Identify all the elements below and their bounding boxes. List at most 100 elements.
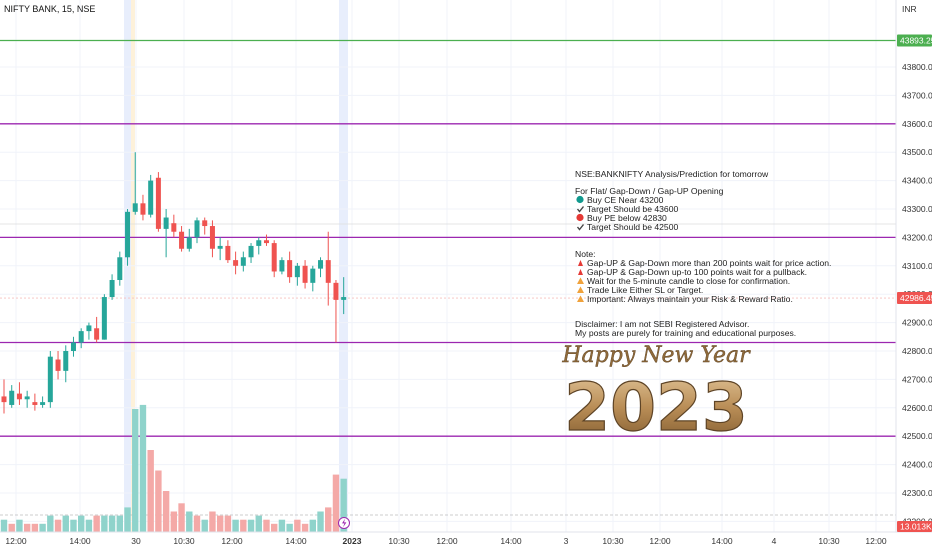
candle-body: [325, 260, 331, 283]
volume-bar: [201, 519, 208, 532]
candles: [1, 152, 347, 414]
note-line-5: Important: Always maintain your Risk & R…: [587, 294, 793, 304]
time-scale[interactable]: 12:00 14:00 30 10:30 12:00 14:00 2023 10:30 12:0…: [5, 536, 887, 546]
volume-bar: [286, 523, 293, 532]
candle-body: [302, 265, 308, 283]
time-tick-label: 10:30: [602, 536, 624, 546]
price-tick-label: 43300.00: [902, 204, 932, 214]
volume-bar: [124, 507, 131, 532]
candle-body: [163, 217, 169, 229]
time-tick-label: 3: [564, 536, 569, 546]
price-tick-label: 42600.00: [902, 403, 932, 413]
price-tick-label: 42500.00: [902, 431, 932, 441]
note-line-2: Gap-UP & Gap-Down up-to 100 points wait …: [587, 267, 807, 277]
volume-bar: [278, 519, 286, 532]
year-text: 2023: [564, 369, 748, 446]
volume-bar: [216, 515, 224, 532]
candle-body: [263, 240, 269, 244]
candle-body: [294, 265, 300, 278]
volume-bar: [255, 515, 262, 532]
green-dot-icon: [576, 195, 584, 204]
volume-bar: [101, 515, 108, 532]
volume-bar: [70, 519, 77, 532]
warning-icon: [577, 286, 584, 293]
volume-bar: [294, 519, 301, 532]
price-tick-label: 43600.00: [902, 119, 932, 129]
candle-body: [217, 245, 223, 249]
candle-body: [24, 396, 30, 400]
volume-bar: [271, 523, 278, 532]
price-tick-label: 43200.00: [902, 232, 932, 242]
volume-bar: [23, 523, 31, 532]
event-marker-icon[interactable]: [338, 517, 350, 529]
candle-body: [9, 390, 15, 405]
candle-body: [125, 211, 131, 258]
volume-bar: [78, 515, 85, 532]
volume-bar: [0, 519, 8, 532]
check-icon: [576, 206, 585, 213]
plan-line-2: Target Should be 43600: [587, 204, 678, 214]
candle-body: [55, 359, 61, 371]
price-tick-label: 42800.00: [902, 346, 932, 356]
disclaimer-line-1: Disclaimer: I am not SEBI Registered Adv…: [575, 319, 749, 329]
candle-body: [209, 226, 215, 249]
time-tick-label: 12:00: [436, 536, 458, 546]
volume-bar: [232, 519, 239, 532]
candle-body: [171, 223, 177, 232]
volume-bar: [93, 515, 100, 532]
candle-body: [194, 220, 200, 238]
check-icon: [576, 224, 585, 231]
time-tick-label: 2023: [343, 536, 362, 546]
new-year-graphic: Happy New Year 2023: [561, 343, 751, 447]
time-tick-label: 12:00: [649, 536, 671, 546]
candle-body: [70, 342, 76, 351]
candle-body: [148, 180, 154, 215]
candle-body: [310, 268, 316, 283]
volume-bar: [332, 474, 340, 532]
note-line-3: Wait for the 5-minute candle to close fo…: [587, 276, 790, 286]
volume-bar: [263, 519, 270, 532]
volume-bar: [132, 409, 139, 532]
last-price-tag: [897, 292, 932, 305]
volume-bar: [247, 519, 255, 532]
volume-bar: [16, 519, 23, 532]
price-scale[interactable]: 43800.00 43700.00 43600.00 43500.00 43400.00…: [902, 62, 932, 526]
time-tick-label: 14:00: [69, 536, 91, 546]
candle-body: [86, 325, 92, 332]
candle-body: [101, 297, 107, 340]
greeting-text: Happy New Year: [561, 343, 751, 368]
volume-bar: [162, 491, 170, 532]
volume-bar: [139, 404, 147, 532]
candle-body: [287, 260, 293, 278]
volume-bar: [317, 511, 324, 532]
volume-bar: [116, 515, 123, 532]
volume-bar: [147, 450, 154, 532]
volume-bar: [209, 511, 216, 532]
red-warning-icon: [578, 260, 583, 266]
volume-bar: [54, 519, 62, 532]
candle-body: [94, 328, 100, 340]
note-line-1: Gap-UP & Gap-Down more than 200 points w…: [587, 258, 831, 268]
currency-label: INR: [902, 4, 917, 14]
plan-line-3: Buy PE below 42830: [587, 213, 667, 223]
note-heading: Note:: [575, 249, 596, 259]
time-tick-label: 14:00: [711, 536, 733, 546]
price-tick-label: 43100.00: [902, 261, 932, 271]
time-tick-label: 10:30: [173, 536, 195, 546]
volume-bars: [0, 404, 347, 532]
candle-body: [32, 402, 38, 405]
time-tick-label: 12:00: [5, 536, 27, 546]
analysis-notes: NSE:BANKNIFTY Analysis/Prediction for to…: [575, 169, 831, 338]
time-tick-label: 10:30: [388, 536, 410, 546]
candle-body: [341, 297, 347, 300]
candle-body: [16, 393, 22, 400]
red-warning-icon: [578, 269, 583, 275]
volume-bar: [8, 523, 15, 532]
time-tick-label: 12:00: [221, 536, 243, 546]
volume-bar: [240, 519, 247, 532]
candle-body: [271, 243, 277, 272]
level-price-tag-label: 43893.25: [900, 36, 932, 46]
price-tick-label: 43500.00: [902, 147, 932, 157]
